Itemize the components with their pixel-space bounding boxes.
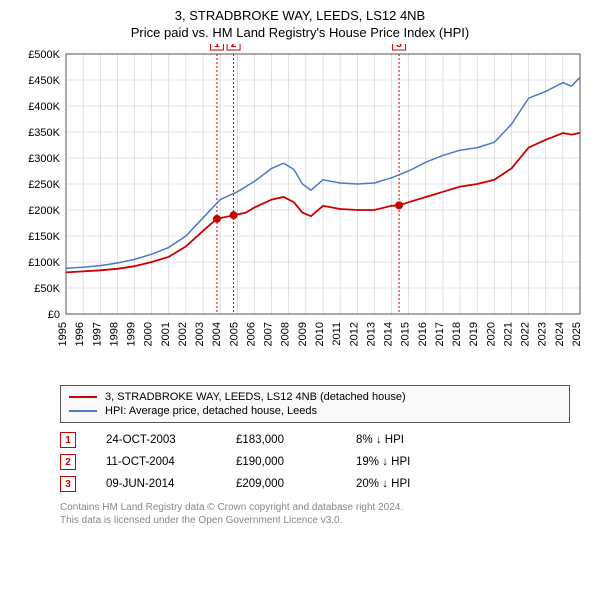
sale-hpi-diff: 19% ↓ HPI — [356, 456, 456, 468]
svg-text:1997: 1997 — [91, 322, 103, 346]
sale-date: 11-OCT-2004 — [106, 456, 206, 468]
svg-text:2005: 2005 — [228, 322, 240, 346]
svg-text:2022: 2022 — [520, 322, 532, 346]
svg-text:£200K: £200K — [28, 205, 60, 217]
sale-row: 2 11-OCT-2004 £190,000 19% ↓ HPI — [60, 451, 570, 473]
svg-text:£500K: £500K — [28, 49, 60, 61]
svg-text:1999: 1999 — [126, 322, 138, 346]
sale-date: 09-JUN-2014 — [106, 478, 206, 490]
svg-text:2021: 2021 — [502, 322, 514, 346]
chart-container: 3, STRADBROKE WAY, LEEDS, LS12 4NB Price… — [0, 0, 600, 527]
svg-text:2: 2 — [231, 44, 237, 50]
legend-swatch — [69, 410, 97, 412]
svg-text:2004: 2004 — [211, 322, 223, 346]
legend-row: HPI: Average price, detached house, Leed… — [69, 404, 561, 418]
svg-text:2025: 2025 — [571, 322, 583, 346]
svg-text:2008: 2008 — [280, 322, 292, 346]
svg-text:2006: 2006 — [245, 322, 257, 346]
svg-text:£300K: £300K — [28, 153, 60, 165]
footer-line2: This data is licensed under the Open Gov… — [60, 514, 570, 527]
svg-text:2018: 2018 — [451, 322, 463, 346]
sales-table: 1 24-OCT-2003 £183,000 8% ↓ HPI 2 11-OCT-2004… — [60, 429, 570, 495]
svg-text:3: 3 — [396, 44, 402, 50]
legend-row: 3, STRADBROKE WAY, LEEDS, LS12 4NB (deta… — [69, 390, 561, 404]
title-address: 3, STRADBROKE WAY, LEEDS, LS12 4NB — [10, 8, 590, 23]
svg-text:1: 1 — [214, 44, 220, 50]
svg-text:2009: 2009 — [297, 322, 309, 346]
svg-text:1996: 1996 — [74, 322, 86, 346]
svg-text:2014: 2014 — [383, 322, 395, 346]
svg-text:2012: 2012 — [348, 322, 360, 346]
svg-text:2010: 2010 — [314, 322, 326, 346]
svg-text:2011: 2011 — [331, 322, 343, 346]
svg-text:£250K: £250K — [28, 179, 60, 191]
legend-swatch — [69, 396, 97, 398]
sale-number-box: 1 — [60, 432, 76, 448]
svg-text:2000: 2000 — [143, 322, 155, 346]
sale-number-box: 3 — [60, 476, 76, 492]
svg-text:2016: 2016 — [417, 322, 429, 346]
svg-text:2015: 2015 — [400, 322, 412, 346]
svg-text:£50K: £50K — [34, 283, 60, 295]
svg-text:2013: 2013 — [365, 322, 377, 346]
sale-row: 1 24-OCT-2003 £183,000 8% ↓ HPI — [60, 429, 570, 451]
footer-attribution: Contains HM Land Registry data © Crown c… — [60, 501, 570, 527]
footer-line1: Contains HM Land Registry data © Crown c… — [60, 501, 570, 514]
svg-text:2001: 2001 — [160, 322, 172, 346]
svg-text:£150K: £150K — [28, 231, 60, 243]
svg-text:£450K: £450K — [28, 75, 60, 87]
svg-text:£400K: £400K — [28, 101, 60, 113]
svg-text:£100K: £100K — [28, 257, 60, 269]
svg-text:2003: 2003 — [194, 322, 206, 346]
svg-text:2024: 2024 — [554, 322, 566, 346]
title-block: 3, STRADBROKE WAY, LEEDS, LS12 4NB Price… — [0, 0, 600, 44]
svg-text:2020: 2020 — [485, 322, 497, 346]
title-subtitle: Price paid vs. HM Land Registry's House … — [10, 25, 590, 40]
sale-price: £183,000 — [236, 434, 326, 446]
sale-price: £190,000 — [236, 456, 326, 468]
svg-text:£0: £0 — [48, 309, 60, 321]
sale-hpi-diff: 20% ↓ HPI — [356, 478, 456, 490]
legend-box: 3, STRADBROKE WAY, LEEDS, LS12 4NB (deta… — [60, 385, 570, 423]
sale-hpi-diff: 8% ↓ HPI — [356, 434, 456, 446]
svg-text:£350K: £350K — [28, 127, 60, 139]
svg-text:2023: 2023 — [537, 322, 549, 346]
sale-number-box: 2 — [60, 454, 76, 470]
svg-text:2019: 2019 — [468, 322, 480, 346]
sale-row: 3 09-JUN-2014 £209,000 20% ↓ HPI — [60, 473, 570, 495]
svg-text:2007: 2007 — [263, 322, 275, 346]
sale-price: £209,000 — [236, 478, 326, 490]
svg-text:2017: 2017 — [434, 322, 446, 346]
sale-date: 24-OCT-2003 — [106, 434, 206, 446]
svg-text:1998: 1998 — [108, 322, 120, 346]
svg-text:2002: 2002 — [177, 322, 189, 346]
chart-area: £0 £50K £100K £150K £200K £250K £300K £350K £400… — [10, 44, 590, 379]
legend-label: HPI: Average price, detached house, Leed… — [105, 405, 317, 417]
svg-text:1995: 1995 — [57, 322, 69, 346]
legend-label: 3, STRADBROKE WAY, LEEDS, LS12 4NB (deta… — [105, 391, 406, 403]
price-chart-svg: £0 £50K £100K £150K £200K £250K £300K £350K £400… — [10, 44, 590, 374]
